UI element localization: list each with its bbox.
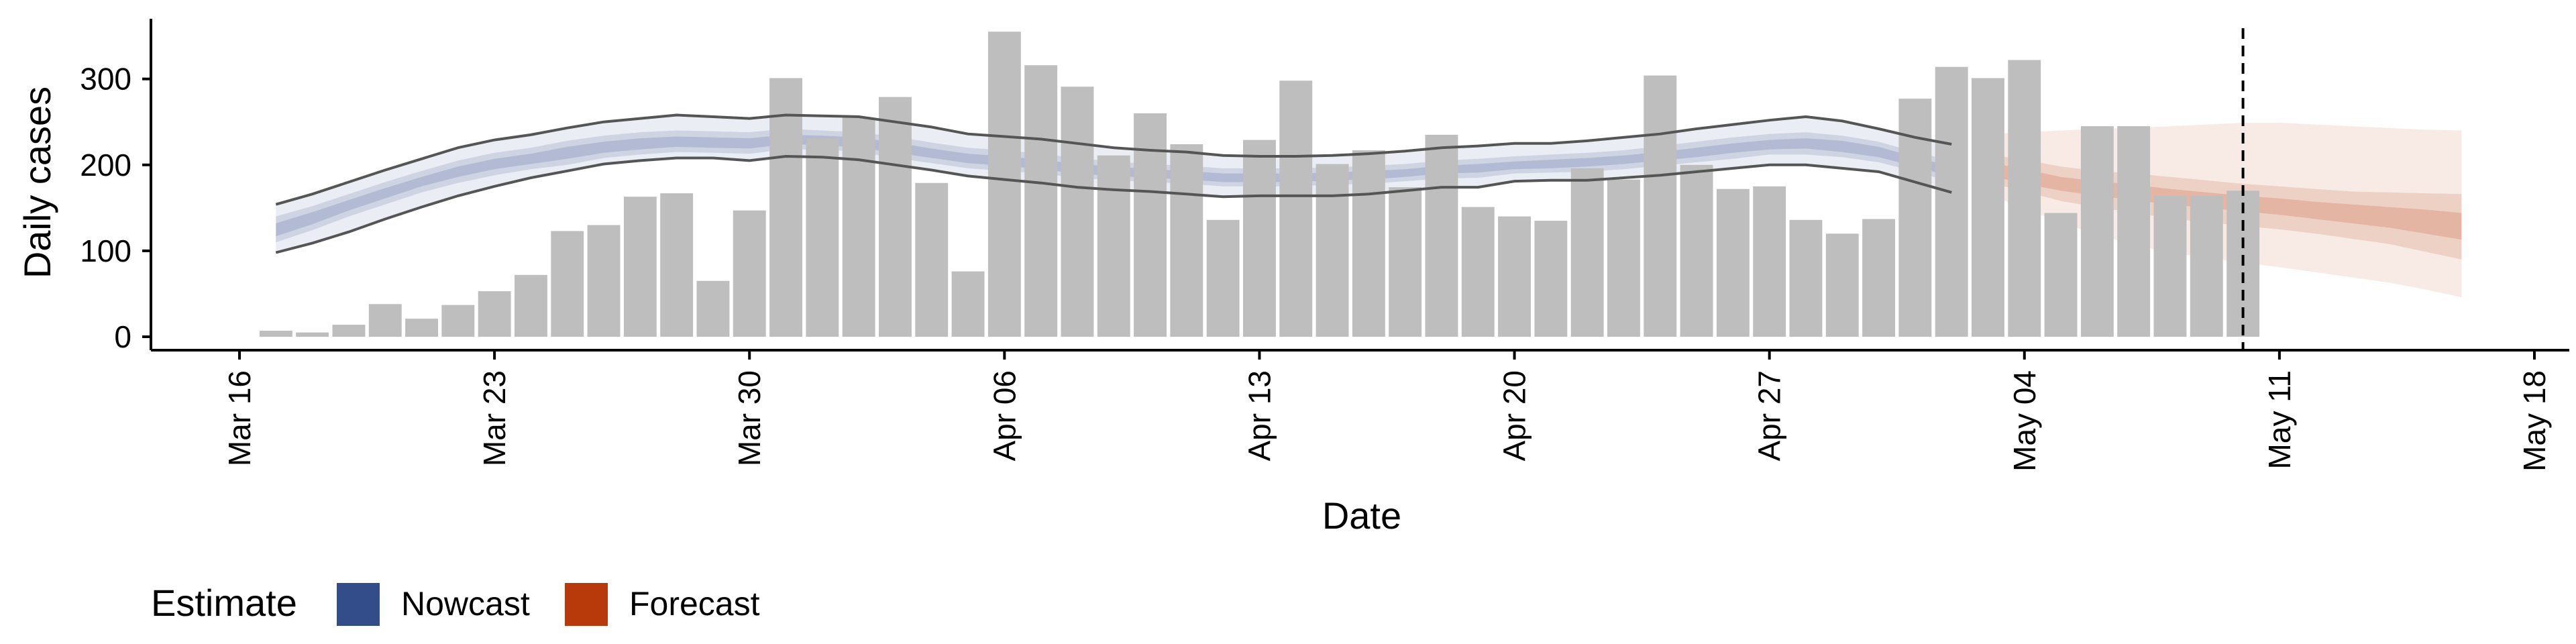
bar-2020-03-25	[551, 231, 584, 337]
bar-2020-03-29	[696, 280, 730, 337]
y-axis-title: Daily cases	[16, 87, 58, 278]
legend-label-forecast: Forecast	[629, 585, 760, 623]
axes: 0 100 200 300 Mar 16 Mar 23 Mar 30 Apr 06 Apr 1…	[80, 19, 2569, 472]
bar-2020-04-23	[1607, 179, 1640, 337]
bar-2020-04-24	[1644, 75, 1677, 337]
bar-2020-04-17	[1389, 187, 1422, 337]
legend-title: Estimate	[151, 582, 297, 624]
x-tick-label: Mar 16	[222, 370, 257, 466]
forecast-ribbon-20	[1988, 162, 2462, 240]
bar-2020-04-13	[1243, 140, 1276, 337]
x-tick-label: Mar 30	[732, 370, 767, 466]
bar-2020-05-07	[2117, 126, 2151, 337]
bar-2020-03-23	[478, 291, 511, 337]
bar-2020-04-18	[1425, 134, 1458, 337]
bar-2020-03-17	[259, 331, 292, 337]
y-ticks: 0 100 200 300	[80, 62, 151, 354]
y-tick-label: 0	[114, 319, 131, 354]
legend-label-nowcast: Nowcast	[401, 585, 530, 623]
bar-2020-04-06	[987, 32, 1021, 337]
bar-2020-05-09	[2190, 195, 2223, 337]
bar-2020-04-19	[1461, 207, 1495, 337]
bar-2020-04-30	[1862, 219, 1895, 337]
x-tick-label: May 18	[2517, 370, 2552, 472]
bar-2020-03-31	[769, 78, 802, 337]
bar-2020-04-15	[1316, 164, 1349, 337]
bar-2020-04-16	[1352, 150, 1385, 337]
legend-key-nowcast	[337, 583, 380, 626]
bar-2020-04-20	[1498, 216, 1531, 337]
y-tick-label: 200	[80, 148, 131, 182]
x-tick-label: Apr 06	[987, 370, 1022, 462]
bar-2020-05-02	[1935, 66, 1968, 337]
bar-2020-03-24	[515, 274, 547, 337]
x-axis-title: Date	[1322, 494, 1401, 537]
nowcast-bound-lines	[275, 113, 1952, 254]
bar-2020-04-26	[1716, 189, 1750, 337]
x-tick-label: May 04	[2007, 370, 2042, 472]
bar-2020-03-28	[660, 193, 694, 337]
bar-2020-03-26	[587, 225, 621, 337]
y-tick-label: 300	[80, 62, 131, 97]
nowcast-ribbon-20	[276, 134, 1952, 237]
bar-2020-03-27	[623, 197, 657, 337]
bar-2020-04-29	[1825, 233, 1859, 337]
bar-2020-04-27	[1753, 186, 1786, 337]
bar-2020-04-22	[1570, 168, 1604, 337]
bar-2020-03-30	[733, 210, 766, 337]
bar-2020-04-08	[1061, 87, 1094, 337]
nowcast-lower-bound-line	[275, 154, 1952, 254]
y-tick-label: 100	[80, 233, 131, 268]
bar-2020-03-20	[368, 304, 402, 337]
bar-2020-04-10	[1134, 113, 1167, 337]
bar-2020-04-01	[806, 138, 839, 337]
legend-key-forecast	[565, 583, 608, 626]
x-tick-label: Mar 23	[477, 370, 512, 466]
x-tick-label: May 11	[2262, 370, 2297, 469]
bar-2020-05-04	[2008, 60, 2041, 337]
x-tick-label: Apr 27	[1752, 370, 1787, 462]
nowcast-upper-bound-line	[275, 113, 1952, 206]
bar-2020-04-03	[879, 97, 912, 337]
bar-2020-04-07	[1024, 65, 1058, 337]
bar-2020-05-06	[2080, 126, 2114, 337]
nowcast-ribbon-50	[276, 129, 1952, 243]
bar-2020-04-21	[1534, 221, 1568, 337]
bar-2020-05-05	[2044, 213, 2078, 337]
bar-2020-05-08	[2153, 195, 2187, 337]
x-tick-label: Apr 20	[1497, 370, 1532, 462]
bar-2020-04-02	[842, 117, 875, 337]
bar-2020-04-25	[1680, 164, 1713, 337]
bar-2020-03-21	[405, 319, 438, 337]
bar-2020-04-14	[1279, 80, 1313, 337]
bar-2020-03-19	[332, 325, 366, 337]
bar-2020-04-04	[915, 182, 949, 337]
x-ticks: Mar 16 Mar 23 Mar 30 Apr 06 Apr 13 Apr 20 Apr …	[222, 350, 2552, 472]
bar-2020-04-09	[1097, 155, 1130, 337]
bar-2020-05-03	[1972, 78, 2004, 337]
bar-2020-04-28	[1789, 219, 1823, 337]
bar-2020-03-22	[441, 305, 475, 337]
bar-2020-04-12	[1206, 219, 1240, 337]
bar-2020-03-18	[296, 332, 329, 337]
bar-2020-04-11	[1170, 144, 1203, 337]
bar-2020-04-05	[951, 271, 985, 337]
x-tick-label: Apr 13	[1242, 370, 1277, 462]
legend: Estimate Nowcast Forecast	[151, 582, 760, 626]
bar-layer	[259, 32, 2260, 337]
